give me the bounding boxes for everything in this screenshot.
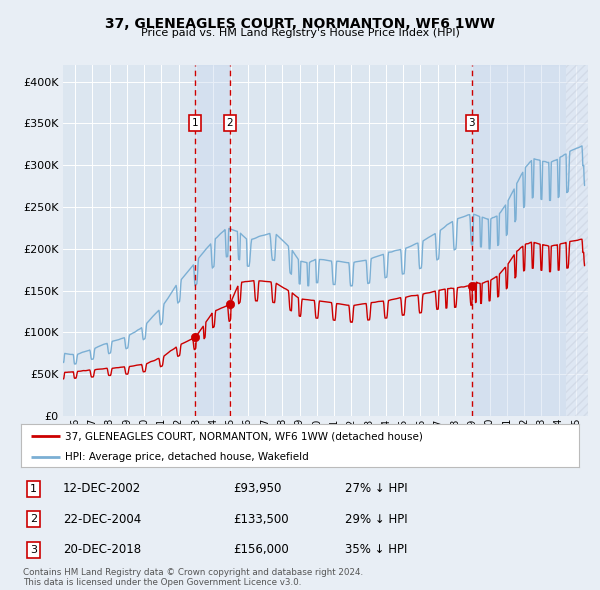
Text: HPI: Average price, detached house, Wakefield: HPI: Average price, detached house, Wake…	[65, 451, 308, 461]
Text: 27% ↓ HPI: 27% ↓ HPI	[344, 482, 407, 495]
Text: 1: 1	[192, 119, 199, 129]
Text: 1: 1	[30, 484, 37, 494]
Text: 3: 3	[30, 545, 37, 555]
Text: Contains HM Land Registry data © Crown copyright and database right 2024.
This d: Contains HM Land Registry data © Crown c…	[23, 568, 363, 587]
Bar	[566, 65, 588, 416]
Text: 2: 2	[30, 514, 37, 525]
Text: 22-DEC-2004: 22-DEC-2004	[63, 513, 141, 526]
Bar	[195, 65, 230, 416]
Text: £156,000: £156,000	[233, 543, 289, 556]
Bar	[472, 65, 588, 416]
Text: 37, GLENEAGLES COURT, NORMANTON, WF6 1WW (detached house): 37, GLENEAGLES COURT, NORMANTON, WF6 1WW…	[65, 431, 422, 441]
Text: 35% ↓ HPI: 35% ↓ HPI	[344, 543, 407, 556]
Text: Price paid vs. HM Land Registry's House Price Index (HPI): Price paid vs. HM Land Registry's House …	[140, 28, 460, 38]
Text: 37, GLENEAGLES COURT, NORMANTON, WF6 1WW: 37, GLENEAGLES COURT, NORMANTON, WF6 1WW	[105, 17, 495, 31]
Text: £133,500: £133,500	[233, 513, 289, 526]
Text: 2: 2	[227, 119, 233, 129]
Text: 3: 3	[469, 119, 475, 129]
Text: 12-DEC-2002: 12-DEC-2002	[63, 482, 141, 495]
Text: 29% ↓ HPI: 29% ↓ HPI	[344, 513, 407, 526]
Text: 20-DEC-2018: 20-DEC-2018	[63, 543, 141, 556]
Text: £93,950: £93,950	[233, 482, 281, 495]
